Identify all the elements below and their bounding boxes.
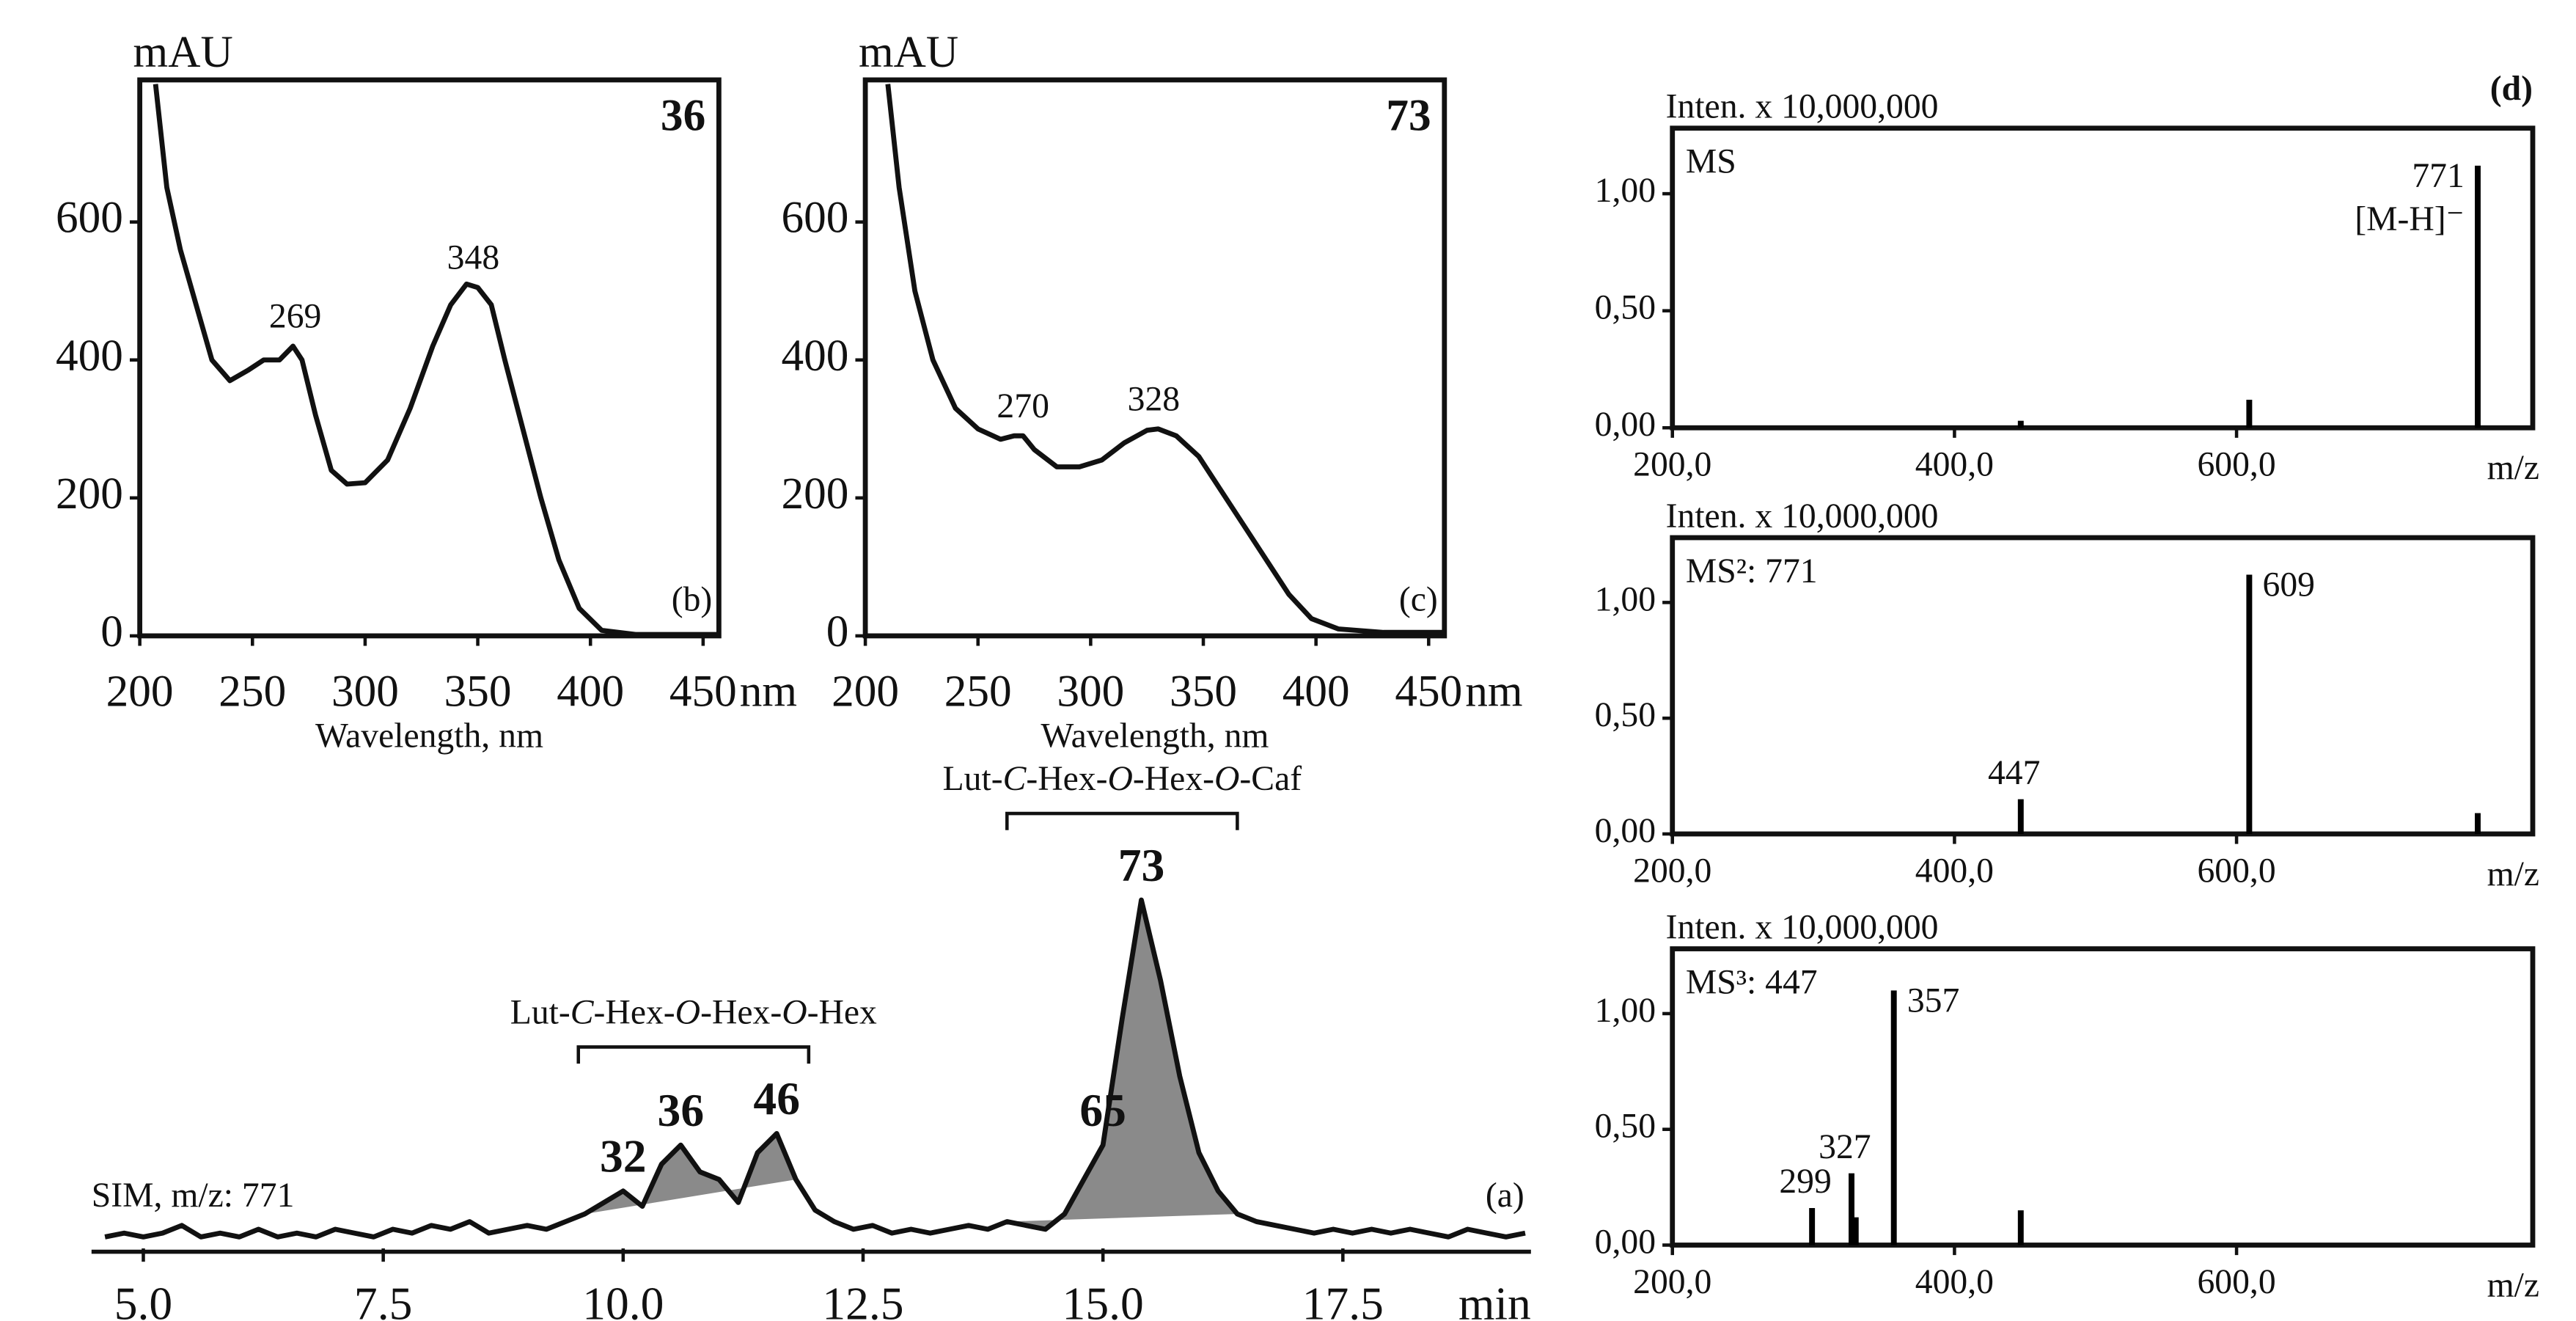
peak-label: 357: [1907, 981, 1959, 1020]
x-tick-label: 400: [557, 667, 624, 717]
y-axis-label: mAU: [133, 27, 233, 77]
compound-number: 73: [1386, 90, 1431, 140]
group-bracket: [1005, 811, 1239, 830]
x-tick-label: 450: [669, 667, 737, 717]
y-axis-title: Inten. x 10,000,000: [1666, 909, 1939, 947]
plot-frame: [1670, 946, 2536, 1248]
peak-label: 299: [1779, 1163, 1831, 1201]
x-tick-label: 350: [1170, 667, 1237, 717]
trace: [153, 84, 719, 637]
y-tick-label: 1,00: [1595, 992, 1656, 1030]
trace: [885, 84, 1445, 635]
y-tick-label: 0: [100, 607, 123, 656]
x-tick-label: 7.5: [354, 1277, 412, 1321]
x-tick-label: 400: [1283, 667, 1350, 717]
y-axis-title: Inten. x 10,000,000: [1666, 497, 1939, 535]
group-bracket: [576, 1045, 811, 1064]
peak-area: [1007, 900, 1238, 1229]
panel-label: (b): [672, 580, 713, 618]
x-tick-label: 200: [106, 667, 174, 717]
y-axis-title: Inten. x 10,000,000: [1666, 88, 1939, 126]
trace: [104, 897, 1526, 1240]
peak-label: 348: [447, 239, 499, 277]
panel-label: (d): [2490, 70, 2533, 108]
spectrum-mode: MS²: 771: [1686, 552, 1818, 590]
annotation: [M-H]⁻: [2355, 200, 2465, 238]
x-tick-label: 400,0: [1915, 1263, 1994, 1301]
x-tick-label: 350: [444, 667, 512, 717]
group-label: Lut-C-Hex-O-Hex-O-Caf: [943, 760, 1302, 798]
x-tick-label: 250: [219, 667, 286, 717]
x-tick-label: 300: [1057, 667, 1124, 717]
x-tick-label: 200,0: [1633, 852, 1711, 890]
y-tick-label: 1,00: [1595, 580, 1656, 618]
plot-frame: [1670, 125, 2536, 431]
x-tick-label: 300: [331, 667, 399, 717]
y-tick-label: 0,00: [1595, 406, 1656, 444]
x-axis-label: min: [1458, 1277, 1531, 1321]
y-tick-label: 600: [781, 193, 848, 243]
plot-frame: [1670, 535, 2536, 837]
x-tick-label: 12.5: [822, 1277, 903, 1321]
y-tick-label: 0,50: [1595, 696, 1656, 734]
x-axis-label: Wavelength, nm: [1041, 717, 1269, 755]
x-tick-label: 200,0: [1633, 446, 1711, 484]
x-tick-label: 5.0: [114, 1277, 172, 1321]
x-tick-label: 200: [832, 667, 899, 717]
spectrum-mode: MS: [1686, 143, 1736, 181]
y-tick-label: 200: [781, 469, 848, 519]
peak-number: 46: [753, 1072, 800, 1124]
y-tick-label: 0,00: [1595, 812, 1656, 850]
x-unit: nm: [1465, 667, 1522, 717]
peak-number: 73: [1118, 839, 1165, 891]
peak-area: [584, 1133, 796, 1215]
x-axis-label: m/z: [2487, 855, 2539, 893]
panel-label: (c): [1399, 580, 1438, 618]
x-tick-label: 600,0: [2197, 852, 2275, 890]
peak-label: 771: [2412, 157, 2464, 195]
x-tick-label: 250: [944, 667, 1012, 717]
panel-label: (a): [1486, 1177, 1524, 1215]
y-tick-label: 600: [56, 193, 123, 243]
x-tick-label: 450: [1395, 667, 1462, 717]
peak-number: 65: [1079, 1084, 1126, 1136]
x-tick-label: 10.0: [582, 1277, 664, 1321]
spectrum-mode: MS³: 447: [1686, 963, 1818, 1001]
x-tick-label: 17.5: [1302, 1277, 1384, 1321]
peak-label: 447: [1988, 754, 2040, 792]
compound-number: 36: [661, 90, 705, 140]
x-axis-label: Wavelength, nm: [315, 717, 543, 755]
y-tick-label: 0,50: [1595, 289, 1656, 327]
x-tick-label: 400,0: [1915, 852, 1994, 890]
plot-frame: [862, 77, 1447, 639]
peak-label: 609: [2263, 566, 2315, 604]
x-tick-label: 400,0: [1915, 446, 1994, 484]
y-tick-label: 1,00: [1595, 172, 1656, 210]
x-tick-label: 15.0: [1063, 1277, 1144, 1321]
y-tick-label: 0: [826, 607, 849, 656]
x-axis-label: m/z: [2487, 1266, 2539, 1304]
x-tick-label: 200,0: [1633, 1263, 1711, 1301]
y-tick-label: 200: [56, 469, 123, 519]
plot-frame: [137, 77, 722, 639]
x-tick-label: 600,0: [2197, 446, 2275, 484]
y-tick-label: 400: [56, 331, 123, 381]
y-tick-label: 400: [781, 331, 848, 381]
peak-label: 328: [1128, 380, 1180, 418]
x-unit: nm: [740, 667, 797, 717]
peak-label: 327: [1819, 1128, 1871, 1166]
peak-label: 270: [997, 387, 1049, 425]
trace-label: SIM, m/z: 771: [92, 1177, 295, 1215]
x-axis-label: m/z: [2487, 449, 2539, 487]
group-label: Lut-C-Hex-O-Hex-O-Hex: [510, 993, 877, 1031]
y-tick-label: 0,50: [1595, 1108, 1656, 1146]
y-axis-label: mAU: [859, 27, 958, 77]
peak-number: 32: [600, 1130, 647, 1182]
peak-label: 269: [269, 298, 321, 336]
x-tick-label: 600,0: [2197, 1263, 2275, 1301]
peak-number: 36: [658, 1084, 705, 1136]
y-tick-label: 0,00: [1595, 1223, 1656, 1261]
